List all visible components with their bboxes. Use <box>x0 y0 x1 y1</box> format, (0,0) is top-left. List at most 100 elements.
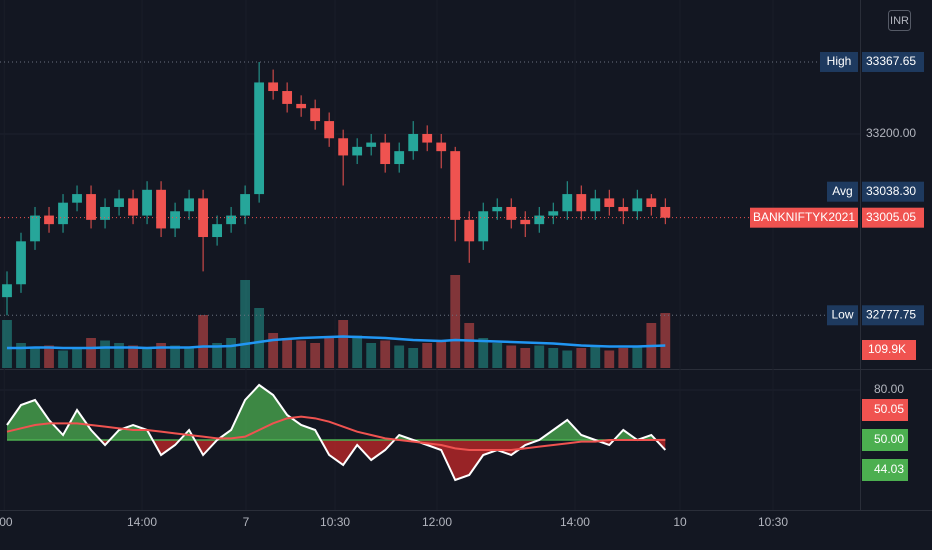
volume-bar <box>632 345 643 368</box>
candle-body <box>366 142 377 147</box>
volume-bar <box>30 348 40 368</box>
candle-body <box>478 211 489 242</box>
candle-body <box>142 189 152 216</box>
candle-body <box>562 194 573 212</box>
volume-bar <box>240 280 251 368</box>
volume-bar <box>296 340 307 368</box>
volume-bar <box>464 323 475 368</box>
volume-bar <box>534 345 545 368</box>
volume-ma <box>7 335 666 350</box>
oscillator-label-box <box>862 399 908 421</box>
candle-body <box>72 194 82 203</box>
candle-body <box>30 215 40 242</box>
volume-bar <box>506 345 517 368</box>
volume-bar <box>604 350 615 368</box>
candle-body <box>632 198 643 212</box>
candle-body <box>198 198 208 238</box>
x-tick-label: :00 <box>0 515 13 529</box>
price-label-name: Low <box>831 307 853 321</box>
volume-bar <box>226 338 237 368</box>
price-label-value: 33038.30 <box>866 184 916 198</box>
volume-bar <box>492 343 503 368</box>
plot-area <box>0 61 860 482</box>
x-tick-label: 10 <box>673 515 687 529</box>
price-label-value-box <box>862 181 924 202</box>
candle-body <box>660 206 671 218</box>
oscillator-line <box>6 383 667 482</box>
price-label-name-box <box>750 207 858 228</box>
candle-body <box>338 138 349 156</box>
price-label-value-box <box>862 51 924 72</box>
price-label-name: Avg <box>832 184 852 198</box>
candle-body <box>324 121 335 139</box>
volume-bar <box>44 345 54 368</box>
candle-body <box>408 133 419 152</box>
y-tick-label: 33200.00 <box>866 126 916 140</box>
candle-body <box>450 151 461 220</box>
oscillator-label: 44.03 <box>874 462 904 476</box>
volume-bar <box>562 350 573 368</box>
volume-bar <box>100 340 110 368</box>
candle-body <box>352 146 363 156</box>
volume-bar <box>422 343 433 368</box>
y-tick-label: 80.00 <box>874 382 904 396</box>
volume-bar <box>618 348 629 368</box>
price-label-value: 32777.75 <box>866 307 916 321</box>
candle-body <box>296 103 307 109</box>
volume-bar <box>450 275 461 368</box>
price-label-value-box <box>862 207 924 228</box>
candle-body <box>44 215 54 225</box>
currency-label[interactable]: INR <box>890 15 909 27</box>
candle-body <box>464 219 475 242</box>
price-label-name-box <box>820 51 858 72</box>
candle-body <box>394 151 405 165</box>
candle-body <box>520 219 531 225</box>
volume-bar <box>324 338 335 368</box>
volume-bar <box>86 338 96 368</box>
oscillator-label-box <box>862 429 908 451</box>
volume-bar <box>478 338 489 368</box>
candle-body <box>576 194 587 212</box>
volume-bar <box>338 320 349 368</box>
candle-body <box>506 206 517 220</box>
volume-bar <box>114 343 124 368</box>
candle-body <box>240 194 251 216</box>
fill-above <box>7 385 666 440</box>
x-tick-label: 12:00 <box>422 515 452 529</box>
candle-body <box>380 142 391 165</box>
candle-body <box>86 194 96 220</box>
volume-bar <box>142 348 152 368</box>
candle-body <box>282 91 293 104</box>
candle-body <box>254 82 265 195</box>
oscillator-label: 50.00 <box>874 432 904 446</box>
candle-body <box>226 215 237 225</box>
currency-badge[interactable] <box>888 10 911 31</box>
candle-body <box>16 241 26 285</box>
volume-bar <box>380 340 391 368</box>
volume-bar <box>2 320 12 368</box>
price-label-value: 33367.65 <box>866 54 916 68</box>
volume-bar <box>660 313 671 368</box>
candle-body <box>268 82 279 92</box>
volume-bar <box>576 348 587 368</box>
candle-body <box>646 198 657 207</box>
candle-body <box>114 198 124 207</box>
volume-bar <box>16 343 26 368</box>
volume-bar <box>408 348 419 368</box>
candle-body <box>184 198 194 212</box>
candle-body <box>604 198 615 207</box>
candle-body <box>422 133 433 143</box>
x-tick-label: 14:00 <box>560 515 590 529</box>
x-tick-label: 7 <box>243 515 250 529</box>
candle-body <box>618 206 629 212</box>
candle-body <box>492 206 503 212</box>
x-tick-label: 10:30 <box>320 515 350 529</box>
candle-body <box>590 198 601 212</box>
volume-bar <box>268 333 279 368</box>
price-label-name: BANKNIFTYK2021 <box>753 210 855 224</box>
candle-body <box>310 108 321 122</box>
volume-bar <box>352 335 363 368</box>
x-tick-label: 14:00 <box>127 515 157 529</box>
candle-body <box>128 198 138 216</box>
